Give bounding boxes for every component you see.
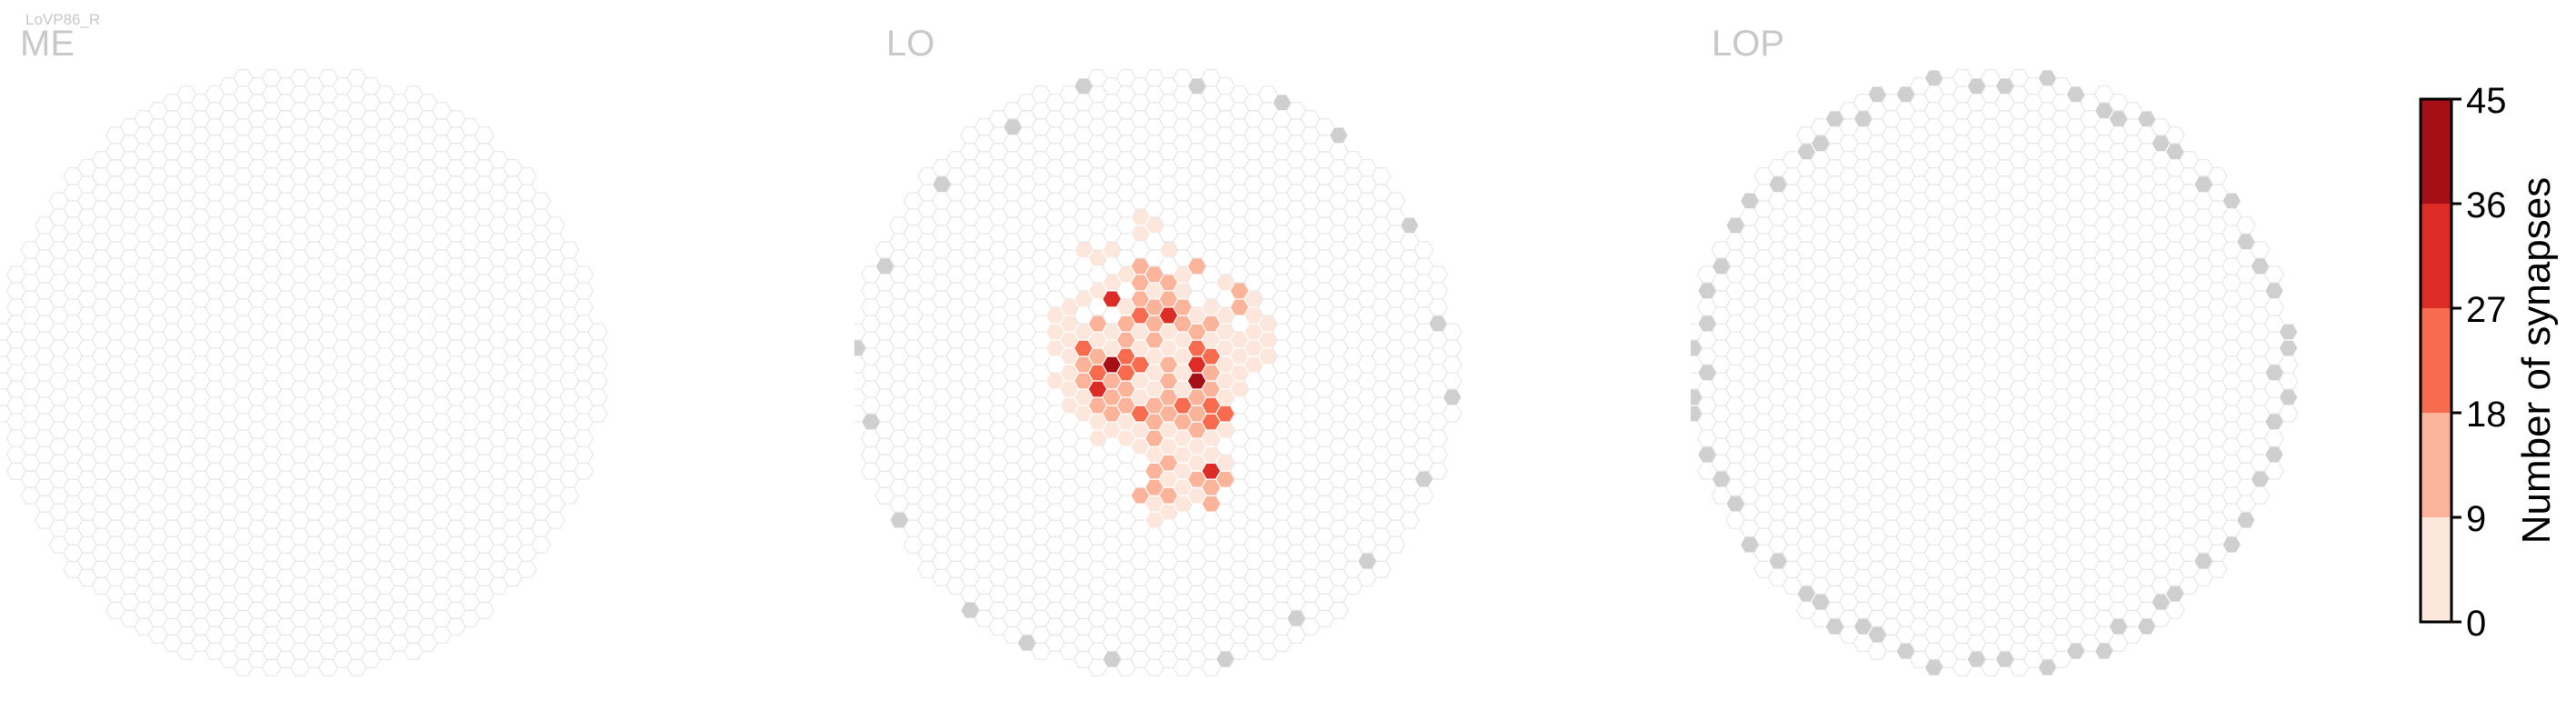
- colorbar-tick-label: 36: [2466, 185, 2507, 225]
- panel-title-me: ME: [20, 24, 75, 64]
- hex-map-me: [0, 69, 608, 676]
- out-of-range-hex-cell: [1399, 216, 1420, 235]
- colorbar-bin: [2421, 204, 2451, 308]
- colorbar-bin: [2421, 308, 2451, 413]
- empty-hex-cell: [1371, 167, 1392, 185]
- empty-hex-cell: [474, 126, 494, 145]
- empty-hex-cell: [1413, 241, 1434, 259]
- hex-map-lop: [1691, 69, 2299, 676]
- empty-hex-cell: [531, 192, 552, 210]
- colorbar-tick-label: 9: [2466, 499, 2486, 539]
- colorbar-bin: [2421, 517, 2451, 622]
- colorbar-label: Number of synapses: [2514, 177, 2559, 545]
- panel-title-lop: LOP: [1712, 24, 1785, 64]
- colorbar-tick-label: 0: [2466, 604, 2486, 644]
- colorbar-tick-label: 27: [2466, 290, 2507, 330]
- hex-map-lo: [854, 69, 1463, 676]
- empty-hex-cell: [574, 265, 594, 284]
- empty-hex-cell: [544, 216, 565, 235]
- colorbar-tick-label: 18: [2466, 395, 2507, 435]
- empty-hex-cell: [1385, 192, 1406, 210]
- empty-hex-cell: [516, 167, 537, 185]
- empty-hex-cell: [559, 241, 580, 259]
- out-of-range-hex-cell: [1328, 126, 1349, 145]
- cell-type-label: LoVP86_R: [25, 11, 101, 28]
- empty-hex-cell: [1442, 323, 1463, 341]
- empty-hex-cell: [587, 323, 608, 341]
- colorbar-tick-label: 45: [2466, 81, 2507, 121]
- colorbar-bin: [2421, 99, 2451, 204]
- colorbar-bin: [2421, 413, 2451, 517]
- empty-hex-cell: [1428, 265, 1448, 284]
- panel-title-lo: LO: [886, 24, 935, 64]
